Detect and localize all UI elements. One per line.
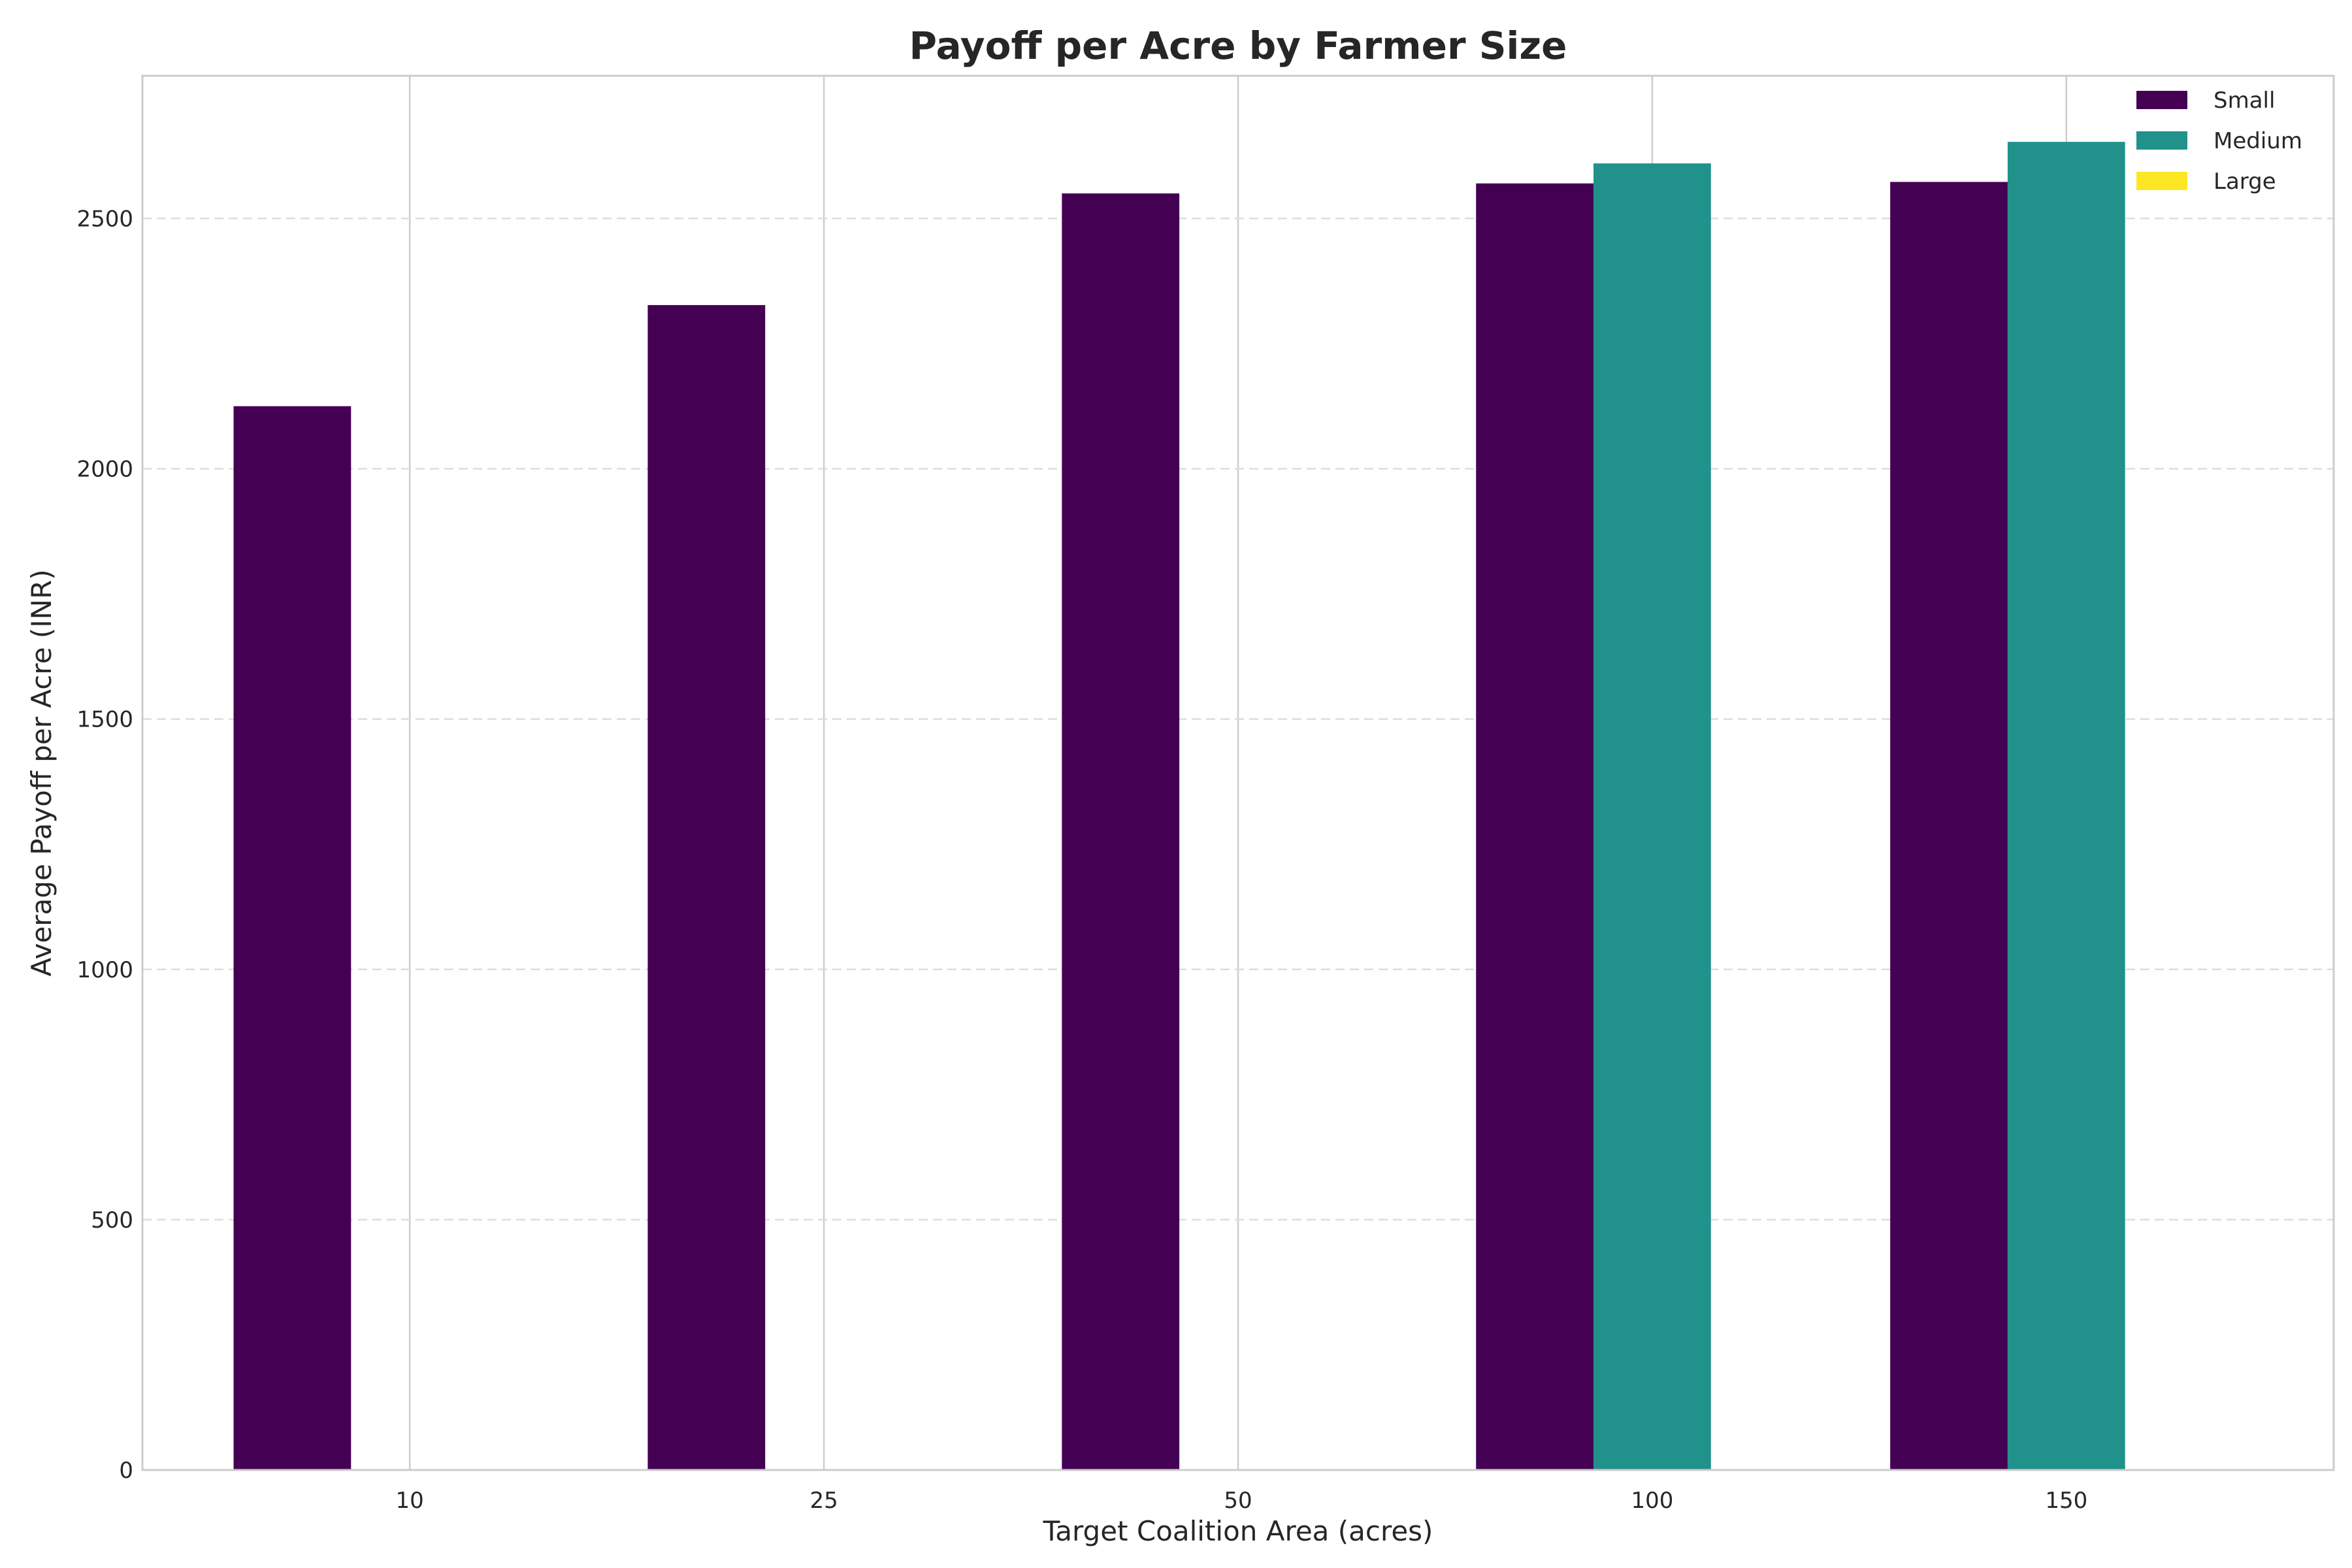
x-tick-label: 50 (1224, 1488, 1252, 1514)
x-tick-label: 150 (2045, 1488, 2087, 1514)
y-axis-label: Average Payoff per Acre (INR) (25, 569, 57, 976)
bar-small (647, 304, 766, 1471)
tick-labels: 0 500 1000 1500 2000 2500 10 25 50 100 150 (76, 206, 2087, 1514)
legend-label-large: Large (2213, 169, 2276, 195)
bar-medium (2007, 142, 2125, 1471)
legend-swatch-large (2136, 172, 2187, 190)
bar-small (1890, 182, 2008, 1470)
legend-label-medium: Medium (2213, 128, 2302, 154)
y-tick-label: 500 (91, 1207, 133, 1233)
legend-label-small: Small (2213, 88, 2275, 114)
y-tick-label: 2000 (76, 457, 133, 483)
chart-title: Payoff per Acre by Farmer Size (909, 24, 1567, 68)
bar-small (1062, 193, 1180, 1470)
legend: Small Medium Large (2136, 88, 2302, 195)
x-axis-label: Target Coalition Area (acres) (1043, 1515, 1433, 1547)
y-tick-label: 2500 (76, 206, 133, 232)
bar-small (233, 406, 351, 1470)
x-tick-label: 25 (809, 1488, 838, 1514)
bars (233, 142, 2125, 1471)
y-tick-label: 1000 (76, 957, 133, 983)
bar-medium (1593, 163, 1711, 1470)
y-tick-label: 0 (119, 1458, 133, 1484)
bar-small (1476, 183, 1594, 1470)
legend-swatch-medium (2136, 131, 2187, 150)
plot-frame (141, 74, 2335, 1471)
y-tick-label: 1500 (76, 707, 133, 733)
x-tick-label: 100 (1631, 1488, 1673, 1514)
legend-swatch-small (2136, 91, 2187, 109)
x-tick-label: 10 (396, 1488, 424, 1514)
